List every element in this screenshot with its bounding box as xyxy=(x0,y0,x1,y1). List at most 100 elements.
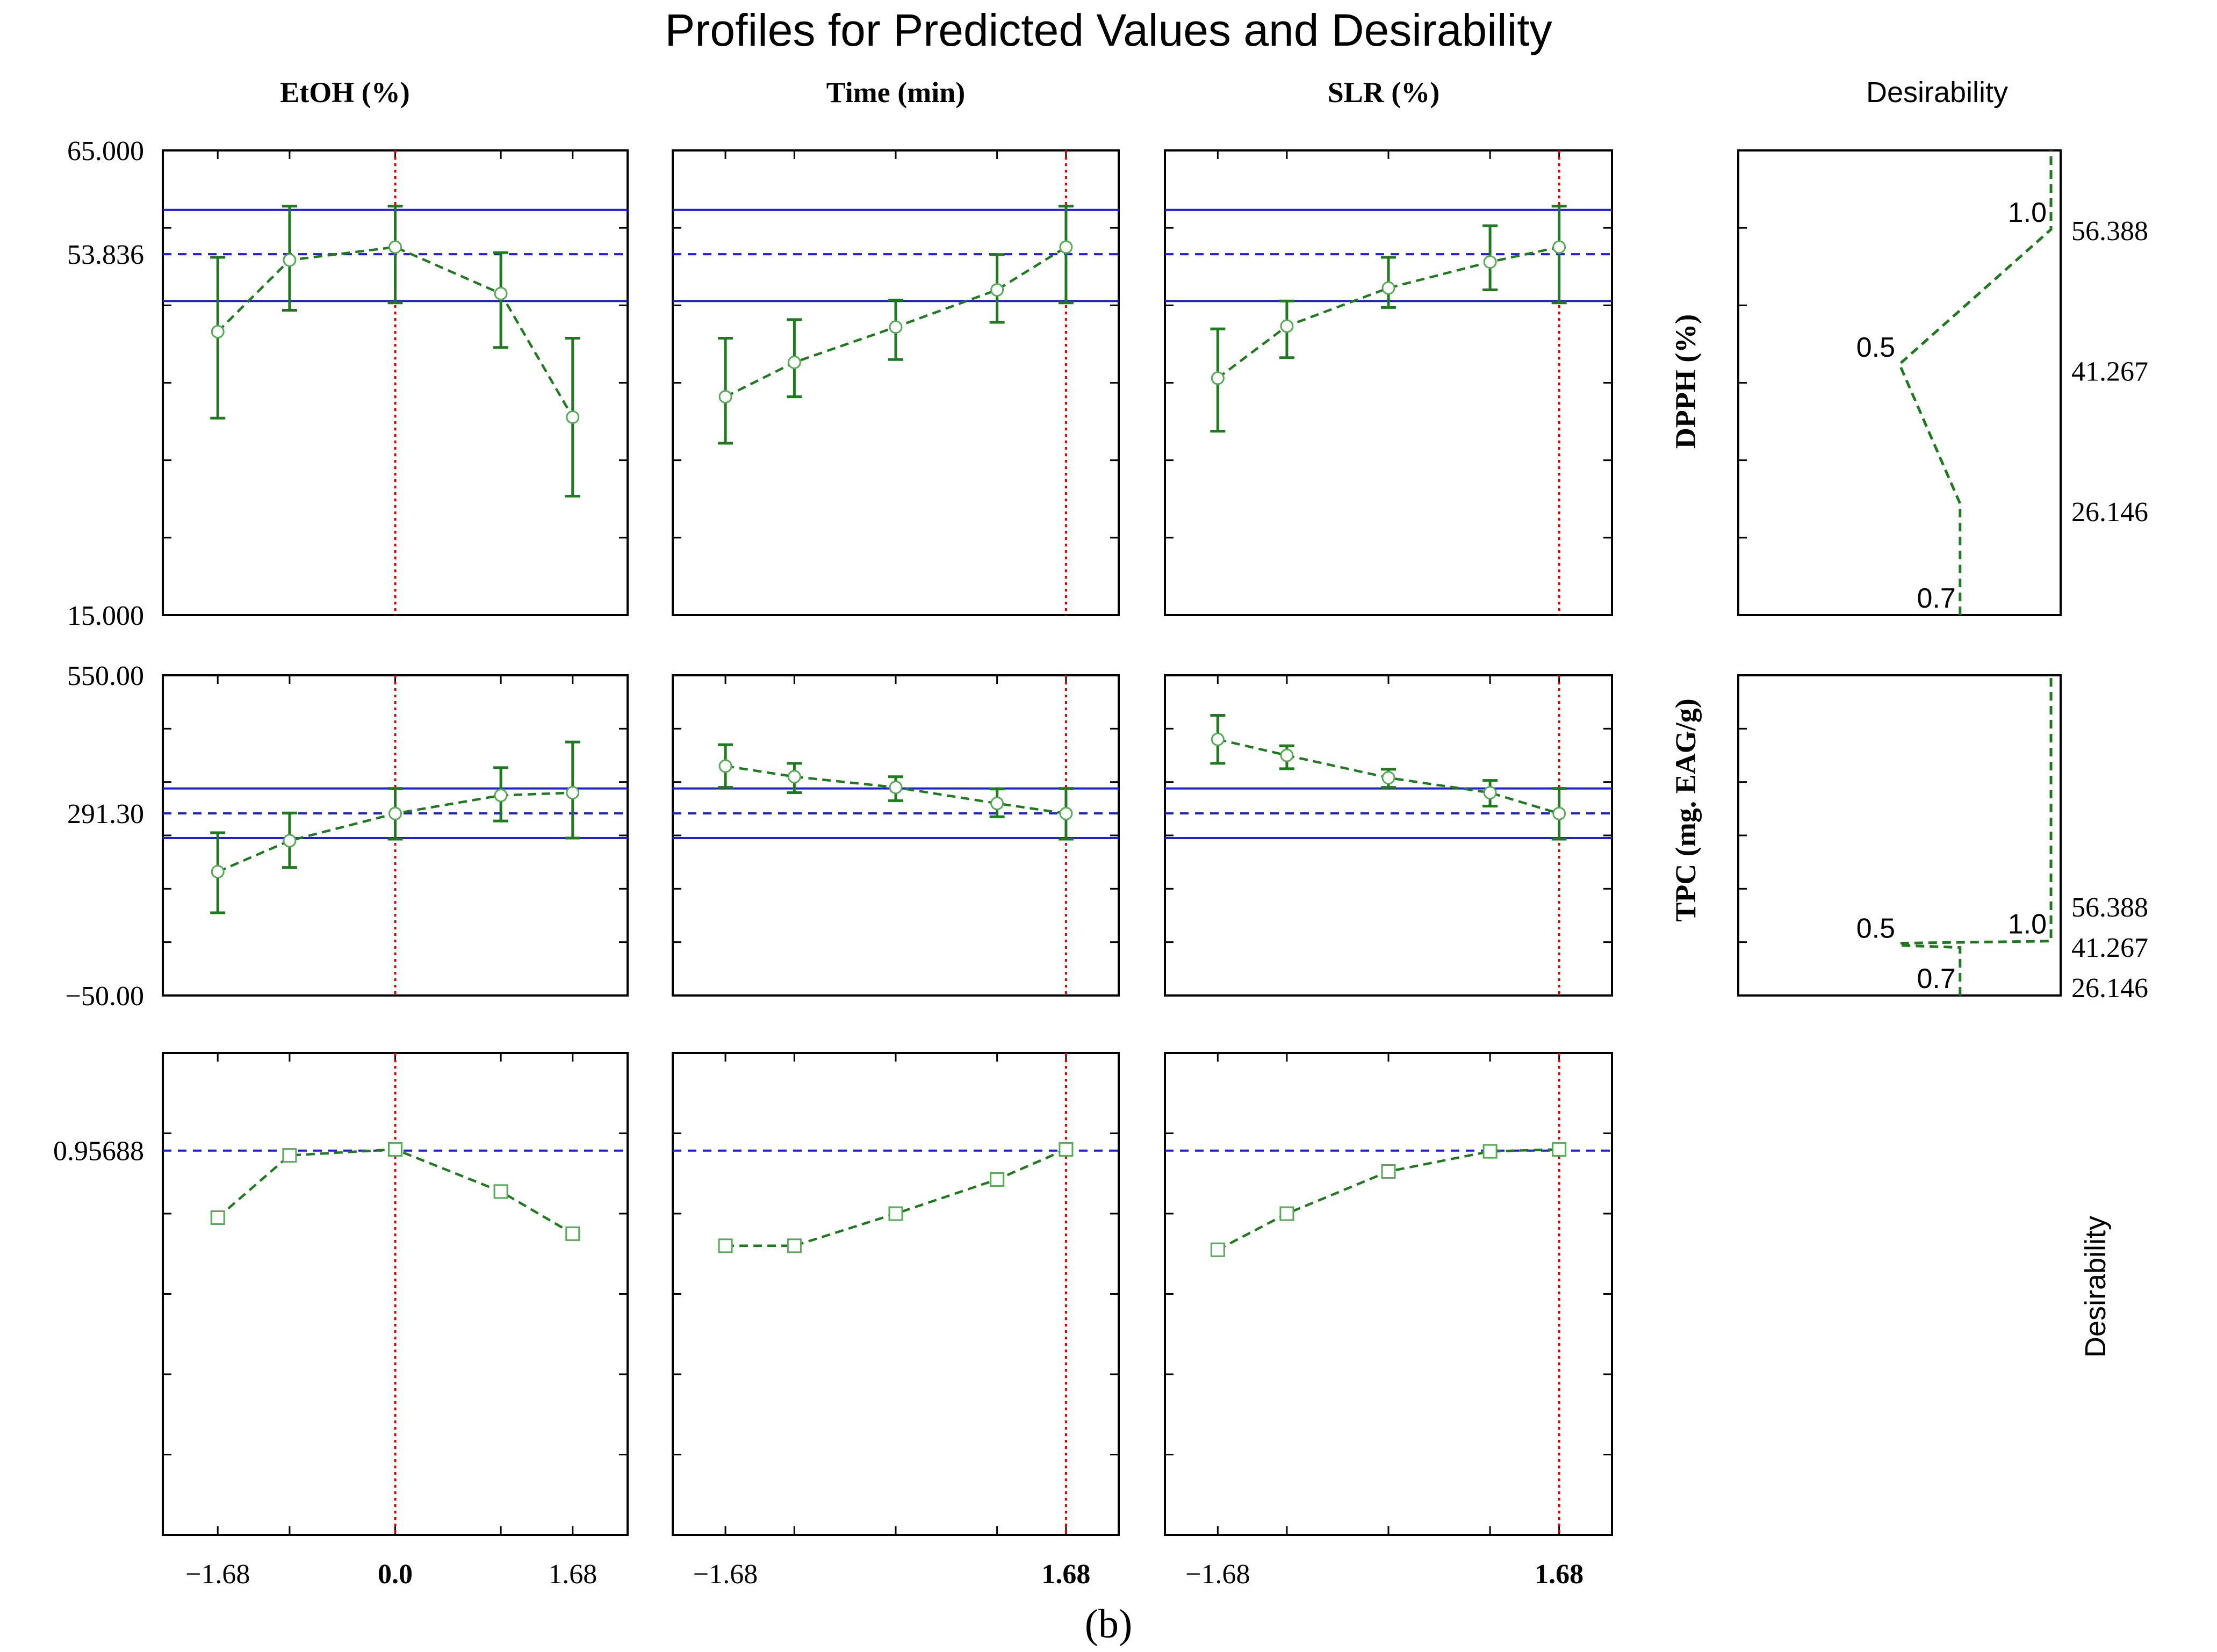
predicted-point xyxy=(1483,786,1497,800)
row-label-desirability: Desirability xyxy=(2079,1216,2112,1358)
y-tick-label: 550.00 xyxy=(67,661,144,691)
profile-panel-r0-c1 xyxy=(672,149,1120,616)
desirability-tick-label: 26.146 xyxy=(2071,497,2148,528)
desirability-panel-r0: 0.5 0.7 1.0 56.388 41.267 26.146 xyxy=(1737,149,2148,616)
predicted-point xyxy=(787,355,801,369)
predicted-point xyxy=(1381,771,1395,785)
profile-panel-r0-c0 xyxy=(162,149,629,616)
predicted-point xyxy=(211,324,225,338)
desirability-panel-r1: 0.5 0.7 1.0 56.388 41.267 26.146 xyxy=(1737,674,2148,1004)
predicted-point xyxy=(787,770,801,784)
panel-frame xyxy=(1164,1052,1613,1536)
desirability-annotation: 0.7 xyxy=(1917,583,1956,614)
y-tick-label: 15.000 xyxy=(67,601,144,631)
panel-frame xyxy=(672,674,1120,997)
profile-line xyxy=(1217,246,1560,379)
profile-panel-r1-c2 xyxy=(1164,674,1613,997)
desirability-point xyxy=(282,1148,297,1163)
desirability-annotation: 0.7 xyxy=(1917,963,1956,994)
desirability-point xyxy=(1210,1242,1225,1257)
desirability-tick-label: 56.388 xyxy=(2071,892,2148,923)
column-header-desirability: Desirability xyxy=(1866,76,2008,109)
predicted-point xyxy=(1059,806,1073,820)
desirability-tick-label: 41.267 xyxy=(2071,357,2148,387)
x-tick-label: 1.68 xyxy=(1535,1559,1583,1590)
predicted-point xyxy=(566,410,580,424)
predicted-point xyxy=(388,806,402,820)
desirability-annotation: 1.0 xyxy=(2008,909,2047,940)
predicted-point xyxy=(388,240,402,254)
y-tick-label: 65.000 xyxy=(67,136,144,167)
x-tick-label: −1.68 xyxy=(693,1559,758,1590)
profile-panel-r2-c0 xyxy=(162,1052,629,1536)
predicted-point xyxy=(990,796,1004,810)
x-tick-label: 1.68 xyxy=(548,1559,597,1590)
column-header-slr: SLR (%) xyxy=(1328,76,1440,109)
desirability-point xyxy=(718,1238,733,1253)
panel-frame xyxy=(1164,674,1613,997)
y-tick-label: 291.30 xyxy=(67,799,144,829)
desirability-point xyxy=(1482,1144,1498,1159)
predicted-point xyxy=(889,781,903,795)
desirability-point xyxy=(1552,1142,1567,1157)
predicted-point xyxy=(1552,806,1566,820)
predicted-point xyxy=(889,320,903,334)
y-tick-label: −50.00 xyxy=(66,981,144,1012)
chart-title: Profiles for Predicted Values and Desira… xyxy=(665,5,1552,55)
desirability-function xyxy=(1898,675,2053,995)
predicted-point xyxy=(1211,371,1225,385)
panel-frame xyxy=(1164,149,1613,616)
profile-panels: 65.000 53.836 15.000 0.5 0.7 1.0 56.388 41.267 2… xyxy=(53,136,2148,1590)
predicted-point xyxy=(718,759,732,773)
desirability-point xyxy=(388,1142,402,1157)
profile-panel-r1-c1 xyxy=(672,674,1120,997)
desirability-point xyxy=(565,1226,580,1241)
desirability-point xyxy=(210,1210,225,1225)
subfigure-label: (b) xyxy=(1085,1601,1133,1647)
predicted-point xyxy=(990,283,1004,297)
predicted-point xyxy=(1059,240,1073,254)
profile-line xyxy=(217,246,574,418)
desirability-tick-label: 26.146 xyxy=(2071,973,2148,1004)
desirability-frame xyxy=(1737,674,2062,997)
x-tick-label: −1.68 xyxy=(1185,1559,1250,1590)
profile-panel-r2-c2 xyxy=(1164,1052,1613,1536)
desirability-point xyxy=(1381,1164,1396,1179)
panel-frame xyxy=(672,149,1120,616)
x-tick-label: 0.0 xyxy=(378,1559,413,1590)
column-header-time: Time (min) xyxy=(826,76,965,109)
predicted-point xyxy=(1280,319,1294,333)
predicted-point xyxy=(283,834,297,848)
predicted-point xyxy=(1211,732,1225,746)
desirability-annotation: 0.5 xyxy=(1856,913,1895,944)
predicted-point xyxy=(1483,255,1497,269)
desirability-point xyxy=(990,1172,1005,1187)
y-tick-label: 53.836 xyxy=(67,240,144,270)
desirability-point xyxy=(787,1238,802,1253)
desirability-function xyxy=(1897,150,2053,615)
profile-panel-r1-c0 xyxy=(162,674,629,997)
x-tick-label: −1.68 xyxy=(185,1559,250,1590)
x-tick-label: 1.68 xyxy=(1041,1559,1090,1590)
predicted-point xyxy=(1280,748,1294,762)
desirability-point xyxy=(493,1184,508,1199)
profile-panel-r2-c1 xyxy=(672,1052,1120,1536)
desirability-point xyxy=(1279,1206,1294,1221)
desirability-tick-label: 41.267 xyxy=(2071,933,2148,963)
desirability-point xyxy=(888,1206,903,1221)
predicted-point xyxy=(1552,240,1566,254)
desirability-annotation: 1.0 xyxy=(2008,197,2047,228)
predicted-point xyxy=(211,865,225,879)
desirability-tick-label: 56.388 xyxy=(2071,216,2148,247)
predicted-point xyxy=(494,789,508,802)
predicted-point xyxy=(283,253,297,267)
panel-frame xyxy=(672,1052,1120,1536)
row-label-tpc: TPC (mg. EAG/g) xyxy=(1669,698,1702,921)
profile-line xyxy=(725,1148,1067,1247)
profile-panel-r0-c2 xyxy=(1164,149,1613,616)
row-label-dpph: DPPH (%) xyxy=(1669,314,1702,449)
predicted-point xyxy=(566,786,580,800)
desirability-point xyxy=(1059,1142,1074,1157)
column-header-etoh: EtOH (%) xyxy=(280,76,409,109)
